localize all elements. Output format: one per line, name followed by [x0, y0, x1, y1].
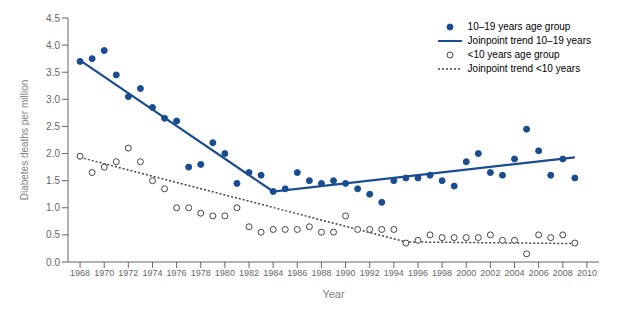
- svg-text:1996: 1996: [408, 268, 428, 278]
- svg-text:Year: Year: [322, 288, 345, 300]
- svg-text:1972: 1972: [118, 268, 138, 278]
- svg-text:1974: 1974: [142, 268, 162, 278]
- svg-text:1982: 1982: [239, 268, 259, 278]
- svg-text:1988: 1988: [311, 268, 331, 278]
- svg-text:0.5: 0.5: [46, 229, 60, 240]
- svg-text:2002: 2002: [480, 268, 500, 278]
- svg-text:4.0: 4.0: [46, 40, 60, 51]
- svg-text:2.0: 2.0: [46, 148, 60, 159]
- svg-text:1978: 1978: [191, 268, 211, 278]
- svg-text:1976: 1976: [167, 268, 187, 278]
- svg-text:3.5: 3.5: [46, 67, 60, 78]
- svg-text:1992: 1992: [360, 268, 380, 278]
- svg-text:4.5: 4.5: [46, 13, 60, 24]
- svg-text:2.5: 2.5: [46, 121, 60, 132]
- html-text:Joinpoint trend 10–19 years: Joinpoint trend 10–19 years: [467, 35, 591, 46]
- svg-text:0.0: 0.0: [46, 257, 60, 268]
- svg-text:1994: 1994: [384, 268, 404, 278]
- html-text:<10 years age group: <10 years age group: [467, 49, 560, 60]
- svg-text:1968: 1968: [70, 268, 90, 278]
- svg-text:2010: 2010: [577, 268, 597, 278]
- svg-text:1.5: 1.5: [46, 175, 60, 186]
- svg-text:Diabetes deaths per million: Diabetes deaths per million: [19, 80, 30, 201]
- svg-text:1980: 1980: [215, 268, 235, 278]
- html-text:10–19 years age group: 10–19 years age group: [467, 21, 571, 32]
- html-text:Joinpoint trend <10 years: Joinpoint trend <10 years: [467, 63, 581, 74]
- svg-text:3.0: 3.0: [46, 94, 60, 105]
- svg-text:2000: 2000: [456, 268, 476, 278]
- svg-text:1990: 1990: [336, 268, 356, 278]
- svg-text:1984: 1984: [263, 268, 283, 278]
- svg-text:1986: 1986: [287, 268, 307, 278]
- svg-text:2008: 2008: [553, 268, 573, 278]
- svg-text:1.0: 1.0: [46, 202, 60, 213]
- svg-text:2004: 2004: [505, 268, 525, 278]
- svg-text:1998: 1998: [432, 268, 452, 278]
- svg-text:2006: 2006: [529, 268, 549, 278]
- svg-text:1970: 1970: [94, 268, 114, 278]
